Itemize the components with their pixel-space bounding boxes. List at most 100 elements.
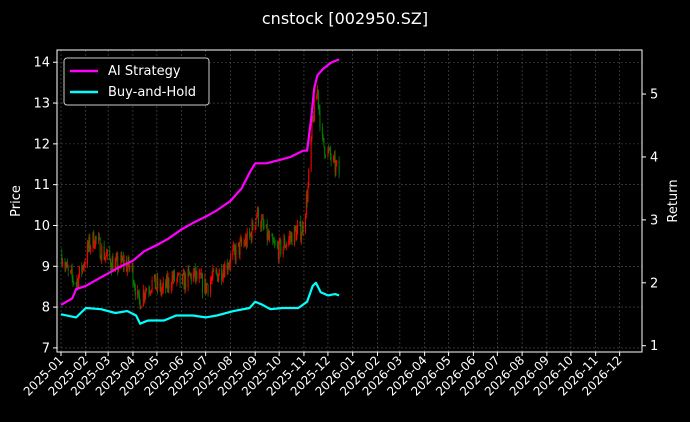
y-axis-label-left: Price bbox=[9, 185, 24, 217]
candle-body bbox=[289, 236, 291, 240]
candle-body bbox=[81, 266, 83, 272]
series-line-buy-and-hold bbox=[60, 281, 340, 325]
candle-body bbox=[162, 281, 164, 288]
candle-body bbox=[172, 275, 174, 281]
candle-body bbox=[222, 269, 224, 279]
candle-body bbox=[144, 295, 146, 299]
y-tick-label-left: 8 bbox=[42, 301, 50, 316]
candle-body bbox=[177, 273, 179, 275]
candle-body bbox=[216, 270, 218, 274]
candle-body bbox=[241, 239, 243, 245]
candle-body bbox=[204, 279, 206, 293]
y-tick-label-left: 13 bbox=[33, 97, 50, 112]
candle-body bbox=[285, 244, 287, 247]
candle-body bbox=[78, 266, 80, 277]
y-tick-label-left: 7 bbox=[42, 341, 50, 356]
candle-body bbox=[98, 237, 100, 239]
candle-body bbox=[239, 241, 241, 255]
candle-body bbox=[257, 208, 259, 216]
candle-body bbox=[176, 278, 178, 281]
candle-body bbox=[265, 224, 267, 228]
candle-body bbox=[249, 231, 251, 236]
candle-body bbox=[151, 279, 153, 291]
candle-body bbox=[139, 299, 141, 309]
candle-body bbox=[209, 281, 211, 293]
candle-body bbox=[301, 225, 303, 235]
candle-body bbox=[161, 287, 163, 291]
candle-body bbox=[98, 237, 100, 239]
candle-body bbox=[154, 274, 155, 280]
candle-body bbox=[201, 274, 203, 293]
return-lines bbox=[60, 58, 340, 325]
candle-body bbox=[301, 234, 303, 240]
y-tick-label-left: 9 bbox=[42, 260, 50, 275]
y-tick-label-left: 12 bbox=[33, 137, 50, 152]
y-tick-label-right: 4 bbox=[650, 150, 658, 165]
candle-body bbox=[212, 269, 214, 278]
candle-body bbox=[272, 236, 274, 242]
candle-body bbox=[111, 258, 113, 272]
candle-body bbox=[99, 238, 101, 259]
candle-body bbox=[156, 277, 158, 288]
candle-body bbox=[138, 290, 140, 294]
candle-body bbox=[224, 263, 226, 278]
candle-body bbox=[173, 271, 175, 281]
candle-body bbox=[307, 186, 309, 202]
y-tick-label-right: 1 bbox=[650, 339, 658, 354]
candle-body bbox=[160, 282, 162, 293]
candle-body bbox=[213, 269, 215, 272]
candle-body bbox=[329, 148, 331, 157]
candle-body bbox=[336, 160, 338, 164]
candle-body bbox=[94, 236, 96, 247]
candle-body bbox=[103, 246, 105, 260]
candle-body bbox=[88, 236, 90, 249]
legend-label-ai: AI Strategy bbox=[108, 64, 181, 79]
candle-body bbox=[296, 229, 298, 241]
candle-body bbox=[262, 218, 264, 226]
axis-ticks: 2025-012025-022025-032025-042025-052025-… bbox=[21, 56, 659, 399]
candle-body bbox=[116, 256, 118, 259]
candle-body bbox=[323, 138, 325, 147]
candle-body bbox=[178, 272, 180, 274]
candle-body bbox=[149, 291, 151, 293]
candle-body bbox=[114, 262, 116, 272]
candle-body bbox=[140, 305, 142, 309]
candle-body bbox=[120, 255, 122, 267]
candle-body bbox=[327, 148, 329, 157]
candle-body bbox=[123, 260, 125, 267]
candle-body bbox=[310, 138, 312, 170]
candle-body bbox=[161, 290, 163, 293]
candle-body bbox=[322, 135, 324, 139]
series-line-ai-strategy bbox=[60, 58, 340, 306]
candle-body bbox=[297, 225, 299, 230]
candle-body bbox=[226, 263, 228, 270]
candle-body bbox=[134, 284, 136, 289]
candle-body bbox=[277, 244, 279, 247]
candle-body bbox=[110, 267, 112, 272]
candle-body bbox=[318, 105, 320, 110]
candle-body bbox=[285, 246, 287, 248]
chart-title: cnstock [002950.SZ] bbox=[262, 9, 428, 28]
candle-body bbox=[86, 243, 88, 265]
candle-body bbox=[150, 290, 152, 292]
candle-body bbox=[260, 224, 262, 229]
candle-body bbox=[245, 237, 247, 245]
candle-body bbox=[251, 221, 253, 241]
candle-body bbox=[255, 218, 257, 226]
candle-body bbox=[271, 234, 273, 237]
candle-body bbox=[313, 116, 315, 122]
candle-body bbox=[277, 246, 279, 260]
candle-body bbox=[70, 270, 72, 272]
candle-body bbox=[206, 283, 208, 285]
candle-body bbox=[121, 255, 123, 261]
candle-body bbox=[243, 242, 245, 245]
candle-body bbox=[245, 237, 247, 247]
candle-body bbox=[250, 233, 252, 241]
candle-body bbox=[288, 239, 290, 245]
y-tick-label-right: 3 bbox=[650, 213, 658, 228]
candle-body bbox=[133, 284, 135, 285]
candle-body bbox=[196, 271, 198, 279]
candle-body bbox=[325, 155, 327, 157]
candle-body bbox=[110, 259, 112, 268]
